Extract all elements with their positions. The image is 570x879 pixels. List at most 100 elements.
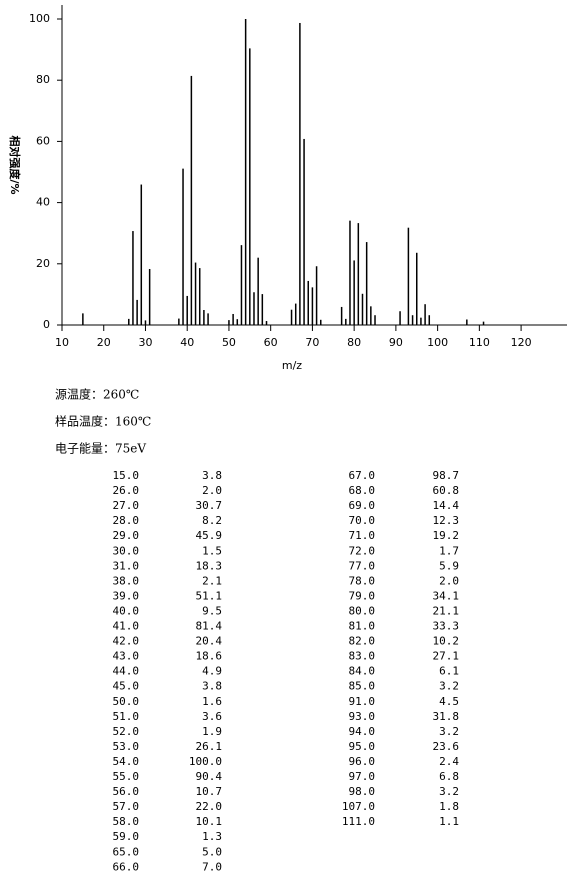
table-intensity: 1.7 <box>439 544 459 557</box>
peak <box>228 320 230 325</box>
peak <box>136 299 138 325</box>
table-intensity: 10.2 <box>433 635 460 648</box>
peak <box>315 266 318 325</box>
table-intensity: 5.9 <box>439 559 459 572</box>
x-tick-label: 80 <box>347 336 361 349</box>
peak <box>416 252 418 325</box>
peak <box>265 321 268 325</box>
table-mz: 50.0 <box>113 695 140 708</box>
peak <box>428 315 431 325</box>
peak <box>236 319 239 325</box>
table-intensity: 1.8 <box>439 800 459 813</box>
table-mz: 55.0 <box>113 770 140 783</box>
table-intensity: 3.2 <box>439 725 459 738</box>
peak <box>249 48 251 325</box>
peak <box>82 313 84 325</box>
table-mz: 29.0 <box>113 529 140 542</box>
y-tick-label: 100 <box>29 12 50 25</box>
peak <box>244 19 247 325</box>
table-mz: 52.0 <box>113 725 140 738</box>
table-intensity: 2.1 <box>202 574 222 587</box>
peak <box>424 304 426 325</box>
peak <box>411 315 414 325</box>
table-mz: 51.0 <box>113 710 140 723</box>
table-intensity: 27.1 <box>433 650 460 663</box>
table-mz: 31.0 <box>113 559 140 572</box>
table-mz: 68.0 <box>349 484 376 497</box>
table-mz: 58.0 <box>113 815 140 828</box>
table-mz: 41.0 <box>113 620 140 633</box>
table-mz: 111.0 <box>342 815 375 828</box>
table-intensity: 22.0 <box>196 800 223 813</box>
peak <box>357 223 360 325</box>
peak <box>178 318 180 325</box>
peak <box>144 320 147 325</box>
table-intensity: 2.0 <box>439 574 459 587</box>
table-mz: 43.0 <box>113 650 140 663</box>
table-intensity: 51.1 <box>196 589 223 602</box>
table-intensity: 12.3 <box>433 514 460 527</box>
table-mz: 78.0 <box>349 574 376 587</box>
table-mz: 54.0 <box>113 755 140 768</box>
peak <box>370 306 372 325</box>
table-mz: 45.0 <box>113 680 140 693</box>
peak <box>203 310 205 325</box>
peak <box>140 184 143 325</box>
peak <box>198 268 201 325</box>
annotation: 源温度：260℃ <box>55 387 139 402</box>
table-intensity: 10.1 <box>196 815 223 828</box>
peak <box>420 317 422 325</box>
table-mz: 66.0 <box>113 860 140 873</box>
table-intensity: 1.9 <box>202 725 222 738</box>
table-intensity: 31.8 <box>433 710 460 723</box>
table-intensity: 100.0 <box>189 755 222 768</box>
table-mz: 65.0 <box>113 845 140 858</box>
table-mz: 83.0 <box>349 650 376 663</box>
table-mz: 40.0 <box>113 604 140 617</box>
peak <box>182 168 184 325</box>
y-tick-label: 20 <box>36 257 50 270</box>
table-intensity: 18.3 <box>196 559 223 572</box>
table-intensity: 7.0 <box>202 860 222 873</box>
peak <box>257 257 259 325</box>
x-tick-label: 50 <box>222 336 236 349</box>
table-intensity: 2.4 <box>439 755 459 768</box>
table-intensity: 81.4 <box>196 620 223 633</box>
table-intensity: 30.7 <box>196 499 223 512</box>
table-intensity: 8.2 <box>202 514 222 527</box>
table-intensity: 98.7 <box>433 469 460 482</box>
table-intensity: 10.7 <box>196 785 223 798</box>
peak <box>320 319 322 325</box>
table-intensity: 4.5 <box>439 695 459 708</box>
peak <box>482 321 485 325</box>
x-tick-label: 10 <box>55 336 69 349</box>
table-intensity: 3.8 <box>202 680 222 693</box>
peak <box>340 306 343 325</box>
table-mz: 30.0 <box>113 544 140 557</box>
table-mz: 98.0 <box>349 785 376 798</box>
x-tick-label: 70 <box>305 336 319 349</box>
peak <box>190 75 193 325</box>
y-tick-label: 80 <box>36 73 50 86</box>
peak <box>353 260 355 325</box>
table-intensity: 60.8 <box>433 484 460 497</box>
table-intensity: 45.9 <box>196 529 223 542</box>
table-mz: 84.0 <box>349 665 376 678</box>
table-intensity: 26.1 <box>196 740 223 753</box>
peak <box>374 315 376 325</box>
table-mz: 107.0 <box>342 800 375 813</box>
table-intensity: 90.4 <box>196 770 223 783</box>
table-intensity: 1.5 <box>202 544 222 557</box>
x-tick-label: 60 <box>264 336 278 349</box>
table-intensity: 4.9 <box>202 665 222 678</box>
table-mz: 70.0 <box>349 514 376 527</box>
annotation: 电子能量：75eV <box>55 442 146 456</box>
table-mz: 39.0 <box>113 589 140 602</box>
table-intensity: 19.2 <box>433 529 460 542</box>
peak <box>303 138 305 325</box>
x-tick-label: 110 <box>469 336 490 349</box>
peak <box>132 231 134 325</box>
table-mz: 79.0 <box>349 589 376 602</box>
peak <box>253 292 255 325</box>
